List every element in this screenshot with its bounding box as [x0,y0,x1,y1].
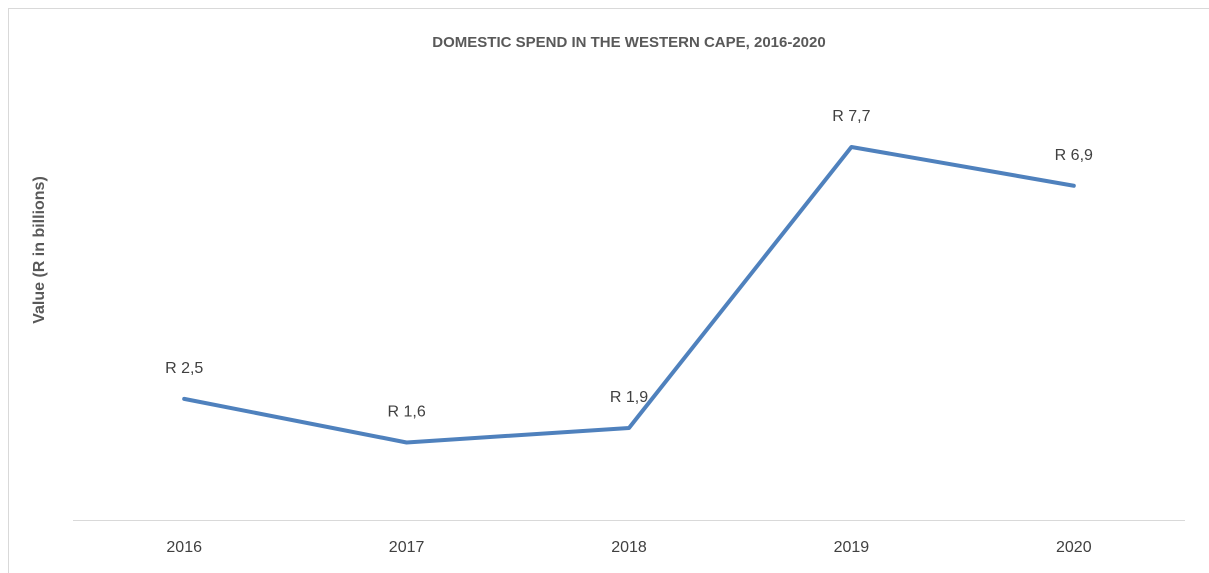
chart-title: DOMESTIC SPEND IN THE WESTERN CAPE, 2016… [432,34,825,51]
data-label: R 1,9 [610,389,648,406]
y-axis-label: Value (R in billions) [31,176,48,324]
data-line [182,144,1076,445]
x-tick-label: 2017 [389,539,425,556]
data-label: R 1,6 [387,404,425,421]
chart-border [8,8,1209,573]
data-label: R 6,9 [1055,147,1093,164]
x-tick-label: 2016 [166,539,202,556]
x-tick-label: 2020 [1056,539,1092,556]
x-tick-label: 2019 [834,539,870,556]
x-tick-label: 2018 [611,539,647,556]
data-label: R 2,5 [165,360,203,377]
data-label: R 7,7 [832,108,870,125]
